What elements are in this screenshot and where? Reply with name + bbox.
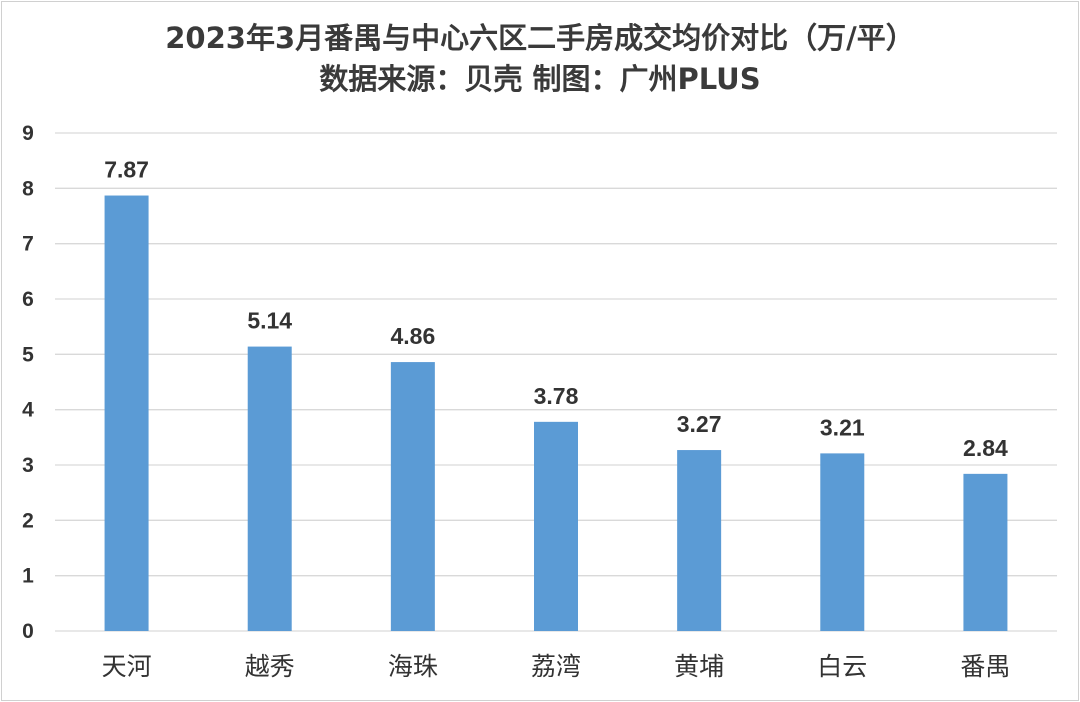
y-tick-label: 8: [22, 177, 34, 200]
y-tick-label: 3: [22, 454, 34, 477]
x-tick-label: 海珠: [388, 652, 438, 681]
y-tick-label: 6: [22, 288, 34, 311]
x-tick-label: 荔湾: [531, 652, 581, 681]
bar-7: [963, 473, 1008, 631]
y-tick-label: 4: [22, 399, 34, 422]
y-axis-tick-labels: 0 1 2 3 4 5 6 7 8 9: [22, 122, 34, 643]
data-label: 3.78: [534, 383, 579, 409]
bar-3: [390, 362, 435, 631]
data-label: 3.21: [820, 414, 865, 440]
data-label: 4.86: [390, 323, 435, 349]
data-label: 7.87: [104, 157, 149, 183]
bar-2: [247, 346, 292, 631]
y-tick-label: 7: [22, 233, 34, 256]
y-tick-label: 9: [22, 122, 34, 145]
y-tick-label: 1: [22, 565, 34, 588]
chart-subtitle: 数据来源：贝壳 制图：广州PLUS: [319, 62, 760, 96]
y-tick-label: 0: [22, 620, 34, 643]
data-label: 5.14: [247, 308, 292, 334]
bar-4: [534, 421, 578, 631]
data-labels: 7.87 5.14 4.86 3.78 3.27 3.21 2.84: [104, 157, 1008, 461]
x-axis-tick-labels: 天河 越秀 海珠 荔湾 黄埔 白云 番禺: [102, 652, 1011, 681]
data-label: 3.27: [677, 411, 722, 437]
data-label: 2.84: [963, 435, 1008, 461]
bars: [104, 195, 1008, 631]
x-tick-label: 天河: [102, 652, 152, 681]
y-tick-label: 2: [22, 509, 34, 532]
y-tick-label: 5: [22, 343, 34, 366]
x-tick-label: 番禺: [960, 652, 1010, 681]
gridlines: [55, 132, 1057, 632]
x-tick-label: 越秀: [245, 652, 295, 681]
bar-1: [104, 195, 149, 631]
x-tick-label: 白云: [817, 652, 867, 681]
bar-6: [820, 453, 865, 631]
chart-title: 2023年3月番禺与中心六区二手房成交均价对比（万/平）: [165, 21, 914, 55]
x-tick-label: 黄埔: [674, 652, 724, 681]
bar-5: [677, 450, 722, 631]
